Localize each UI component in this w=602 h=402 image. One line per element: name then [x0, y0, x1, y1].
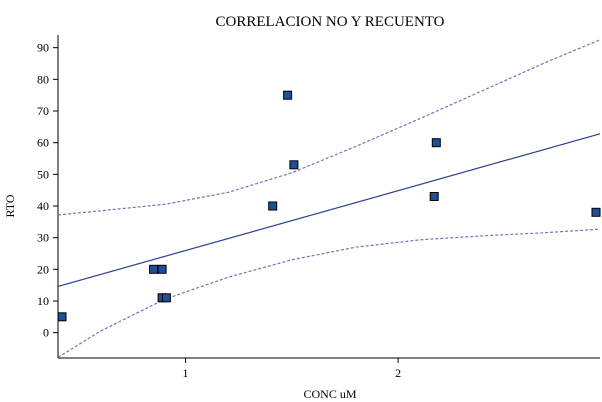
data-point — [289, 160, 299, 170]
data-point — [161, 293, 171, 303]
regression-line — [57, 133, 601, 288]
data-point — [149, 264, 159, 274]
y-tick-label: 90 — [37, 41, 49, 55]
x-axis-label: CONC uM — [303, 387, 356, 401]
data-point — [591, 207, 601, 217]
y-tick-label: 0 — [43, 326, 49, 340]
y-tick-label: 30 — [37, 231, 49, 245]
y-ticks: 0 10 20 30 40 50 60 70 80 90 — [37, 41, 58, 340]
data-point — [429, 192, 439, 201]
y-tick-label: 40 — [37, 199, 49, 213]
y-tick-label: 80 — [37, 72, 49, 86]
data-point — [283, 90, 293, 100]
data-points — [57, 90, 601, 322]
x-tick-label: 1 — [183, 366, 189, 380]
data-point — [57, 312, 67, 322]
y-tick-label: 70 — [37, 104, 49, 118]
data-point — [268, 201, 278, 211]
data-point — [157, 264, 167, 274]
confidence-band-upper — [57, 39, 601, 216]
y-tick-label: 60 — [37, 136, 49, 150]
x-tick-label: 2 — [395, 366, 401, 380]
y-axis-label: RTO — [3, 194, 17, 217]
y-tick-label: 20 — [37, 262, 49, 276]
y-tick-label: 10 — [37, 294, 49, 308]
confidence-band-lower — [57, 228, 601, 358]
data-point — [431, 138, 441, 148]
y-tick-label: 50 — [37, 167, 49, 181]
chart-title: CORRELACION NO Y RECUENTO — [215, 14, 444, 30]
